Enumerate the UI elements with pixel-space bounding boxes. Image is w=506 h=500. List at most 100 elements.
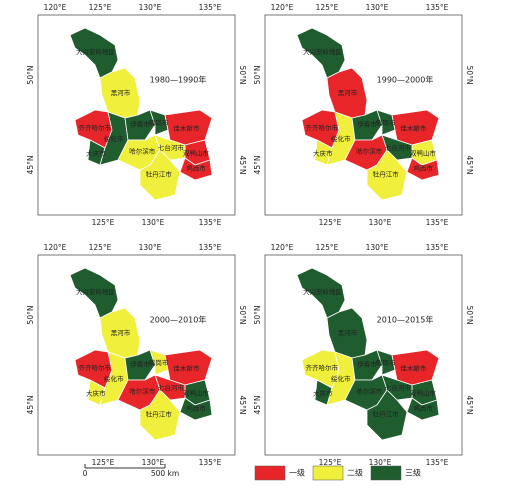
region-label: 哈尔滨市 [356, 146, 383, 155]
region-label: 黑河市 [111, 88, 131, 97]
region-label: 哈尔滨市 [129, 386, 156, 395]
region-label: 佳木斯市 [400, 123, 427, 132]
region-label: 七台河市 [158, 383, 185, 392]
lat-label: 50°N [465, 306, 474, 325]
period-label: 2000—2010年 [150, 315, 207, 325]
lon-label: 120°E [271, 3, 294, 12]
lat-label: 45°N [26, 156, 35, 175]
region-label: 大兴安岭地区 [303, 287, 343, 296]
region-label: 伊春市 [357, 120, 377, 129]
region-label: 哈尔滨市 [356, 386, 383, 395]
region-label: 七台河市 [158, 143, 185, 152]
lon-label: 125°E [319, 458, 342, 467]
region-label: 绥化市 [331, 374, 351, 383]
lon-label: 125°E [319, 218, 342, 227]
region-label: 绥化市 [104, 134, 124, 143]
map-frame [37, 14, 236, 216]
region-label: 佳木斯市 [400, 363, 427, 372]
region-label: 双鸭山市 [410, 389, 437, 398]
legend-label: 三级 [405, 468, 421, 478]
region-label: 伊春市 [130, 120, 150, 129]
region [366, 389, 408, 441]
lat-label: 50°N [253, 66, 262, 85]
region-label: 大庆市 [313, 148, 333, 157]
lon-label: 120°E [44, 3, 67, 12]
region-label: 佳木斯市 [173, 363, 200, 372]
region-label: 双鸭山市 [410, 149, 437, 158]
region-label: 哈尔滨市 [129, 146, 156, 155]
period-label: 1990—2000年 [377, 75, 434, 85]
lon-label: 125°E [92, 218, 115, 227]
region [139, 149, 181, 201]
lat-label: 50°N [238, 306, 247, 325]
region-label: 大庆市 [86, 148, 106, 157]
region-label: 黑河市 [338, 328, 358, 337]
lon-label: 130°E [369, 218, 392, 227]
legend-swatch [370, 465, 402, 481]
region-label: 大兴安岭地区 [303, 47, 343, 56]
lat-label: 45°N [253, 156, 262, 175]
region-label: 鹤岗市 [376, 358, 396, 367]
lon-label: 130°E [369, 458, 392, 467]
map-frame [37, 254, 236, 456]
region-label: 鹤岗市 [376, 118, 396, 127]
region-label: 鸡西市 [413, 163, 433, 172]
lon-label: 120°E [44, 243, 67, 252]
region-label: 双鸭山市 [183, 149, 210, 158]
lon-label: 130°E [366, 243, 389, 252]
region-label: 绥化市 [104, 374, 124, 383]
period-label: 2010—2015年 [377, 315, 434, 325]
lon-label: 130°E [142, 218, 165, 227]
region [376, 109, 396, 136]
region-label: 牡丹江市 [146, 410, 173, 419]
lat-label: 45°N [465, 156, 474, 175]
region-label: 七台河市 [385, 143, 412, 152]
region-label: 黑河市 [338, 88, 358, 97]
lon-label: 135°E [199, 458, 222, 467]
region [376, 349, 396, 376]
region-label: 齐齐哈尔市 [78, 123, 111, 132]
legend-label: 一级 [289, 468, 305, 478]
region-label: 双鸭山市 [183, 389, 210, 398]
lat-label: 50°N [26, 306, 35, 325]
lat-label: 45°N [253, 396, 262, 415]
region-label: 黑河市 [111, 328, 131, 337]
lon-label: 130°E [366, 3, 389, 12]
map-frame [264, 254, 463, 456]
lat-label: 45°N [238, 396, 247, 415]
region [139, 389, 181, 441]
lon-label: 125°E [316, 3, 339, 12]
lon-label: 130°E [139, 243, 162, 252]
lon-label: 125°E [89, 243, 112, 252]
lon-label: 125°E [92, 458, 115, 467]
lon-label: 135°E [426, 3, 449, 12]
lon-label: 135°E [199, 243, 222, 252]
region-label: 鸡西市 [186, 163, 206, 172]
lon-label: 135°E [199, 218, 222, 227]
legend-swatch [254, 465, 286, 481]
scale-label: 0 [83, 469, 88, 478]
lon-label: 135°E [426, 458, 449, 467]
lon-label: 130°E [142, 458, 165, 467]
lon-label: 125°E [316, 243, 339, 252]
lat-label: 45°N [238, 156, 247, 175]
region-label: 齐齐哈尔市 [78, 363, 111, 372]
scale-label: 500 km [151, 469, 179, 478]
region-label: 齐齐哈尔市 [305, 123, 338, 132]
lat-label: 50°N [253, 306, 262, 325]
lon-label: 120°E [271, 243, 294, 252]
region [149, 349, 169, 376]
lon-label: 130°E [139, 3, 162, 12]
region-label: 鹤岗市 [149, 358, 169, 367]
lon-label: 135°E [426, 218, 449, 227]
lat-label: 50°N [26, 66, 35, 85]
lat-label: 45°N [465, 396, 474, 415]
region-label: 牡丹江市 [373, 410, 400, 419]
lat-label: 50°N [238, 66, 247, 85]
legend-swatch [312, 465, 344, 481]
